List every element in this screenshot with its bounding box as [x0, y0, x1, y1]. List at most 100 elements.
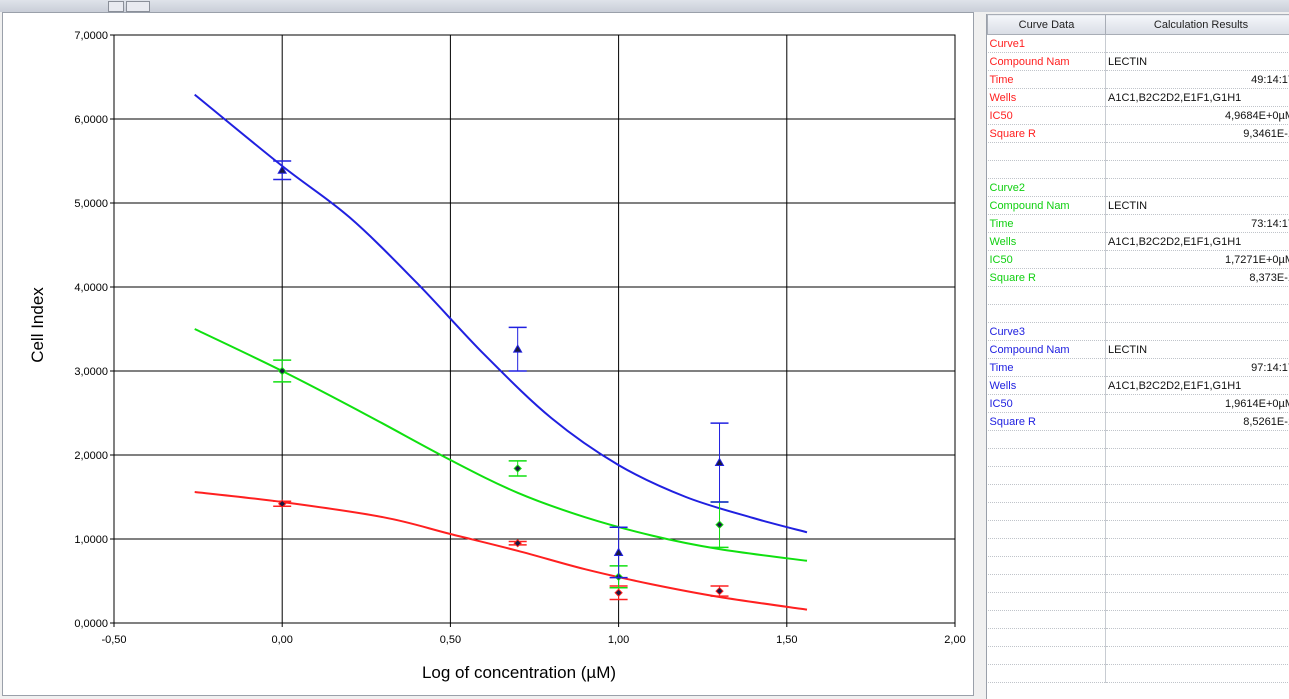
results-row[interactable]	[987, 286, 1289, 305]
results-row[interactable]: Compound Nam LECTIN	[987, 52, 1289, 71]
results-row[interactable]	[987, 628, 1289, 647]
results-value-cell: 1,9614E+0µM	[1105, 394, 1289, 413]
results-value-cell	[1105, 466, 1289, 485]
fit-curves	[194, 93, 808, 611]
results-row[interactable]	[987, 304, 1289, 323]
results-label-cell	[987, 502, 1106, 521]
results-row[interactable]: Wells A1C1,B2C2D2,E1F1,G1H1	[987, 88, 1289, 107]
results-row[interactable]: Curve1	[987, 34, 1289, 53]
fit-curve-curve1	[194, 491, 808, 611]
results-row[interactable]: IC50 4,9684E+0µM	[987, 106, 1289, 125]
results-value-cell	[1105, 304, 1289, 323]
chart-panel: -0,50 0,00 0,50 1,00 1,50 2,00 0,0000 1,0000 2,0…	[2, 12, 974, 696]
results-value-cell	[1105, 430, 1289, 449]
results-value-cell	[1105, 628, 1289, 647]
results-row[interactable]	[987, 646, 1289, 665]
results-value-cell: 8,373E-1	[1105, 268, 1289, 287]
results-label-cell: Compound Nam	[987, 196, 1106, 215]
results-value-cell	[1105, 538, 1289, 557]
fit-curve-curve3	[194, 93, 808, 534]
results-value-cell	[1105, 664, 1289, 683]
results-row[interactable]: Wells A1C1,B2C2D2,E1F1,G1H1	[987, 232, 1289, 251]
results-row[interactable]	[987, 574, 1289, 593]
results-row[interactable]	[987, 538, 1289, 557]
results-label-cell: IC50	[987, 106, 1106, 125]
results-row[interactable]	[987, 430, 1289, 449]
results-row[interactable]: Square R 9,3461E-1	[987, 124, 1289, 143]
x-axis-title: Log of concentration (µM)	[422, 663, 616, 682]
column-header-calculation-results[interactable]: Calculation Results	[1105, 14, 1289, 35]
plot-area	[113, 34, 956, 624]
results-label-cell: Curve3	[987, 322, 1106, 341]
results-row[interactable]: Square R8,373E-1	[987, 268, 1289, 287]
window-toolbar-strip	[0, 0, 1289, 12]
data-point-curve3	[512, 344, 523, 353]
results-row[interactable]: Wells A1C1,B2C2D2,E1F1,G1H1	[987, 376, 1289, 395]
results-row[interactable]	[987, 160, 1289, 179]
results-label-cell: IC50	[987, 250, 1106, 269]
data-point-curve2	[277, 366, 287, 376]
x-tick-label: 0,00	[271, 634, 292, 646]
results-label-cell	[987, 286, 1106, 305]
y-tick-label: 5,0000	[74, 198, 108, 210]
results-value-cell	[1105, 592, 1289, 611]
results-row[interactable]: Compound Nam LECTIN	[987, 196, 1289, 215]
results-value-cell: 97:14:17	[1105, 358, 1289, 377]
results-label-cell	[987, 304, 1106, 323]
toolbar-button[interactable]	[126, 1, 150, 12]
results-value-cell	[1105, 178, 1289, 197]
results-label-cell: Compound Nam	[987, 52, 1106, 71]
data-points	[273, 160, 729, 601]
y-tick-label: 6,0000	[74, 114, 108, 126]
y-tick-label: 7,0000	[74, 30, 108, 42]
results-row[interactable]: IC50 1,7271E+0µM	[987, 250, 1289, 269]
toolbar-button[interactable]	[108, 1, 124, 12]
results-value-cell: LECTIN	[1105, 196, 1289, 215]
results-row[interactable]	[987, 448, 1289, 467]
results-label-cell: Curve2	[987, 178, 1106, 197]
results-row[interactable]	[987, 610, 1289, 629]
results-label-cell	[987, 646, 1106, 665]
data-point-curve3	[613, 547, 624, 556]
results-row[interactable]	[987, 664, 1289, 683]
results-label-cell	[987, 574, 1106, 593]
results-label-cell	[987, 466, 1106, 485]
results-row[interactable]	[987, 466, 1289, 485]
data-point-curve3	[277, 165, 288, 174]
results-row[interactable]	[987, 142, 1289, 161]
results-label-cell: Time	[987, 358, 1106, 377]
results-label-cell: IC50	[987, 394, 1106, 413]
results-label-cell	[987, 160, 1106, 179]
results-row[interactable]: Square R 8,5261E-1	[987, 412, 1289, 431]
results-row[interactable]: Curve2	[987, 178, 1289, 197]
results-row[interactable]: Curve3	[987, 322, 1289, 341]
data-point-curve1	[513, 538, 522, 548]
results-row[interactable]	[987, 556, 1289, 575]
results-row[interactable]	[987, 502, 1289, 521]
results-row[interactable]: IC50 1,9614E+0µM	[987, 394, 1289, 413]
results-value-cell	[1105, 574, 1289, 593]
results-row[interactable]	[987, 592, 1289, 611]
results-label-cell	[987, 538, 1106, 557]
results-row[interactable]	[987, 520, 1289, 539]
results-label-cell	[987, 556, 1106, 575]
column-header-curve-data[interactable]: Curve Data	[987, 14, 1106, 35]
calculation-results-panel: Curve Data Calculation Results Curve1 Com…	[986, 14, 1289, 699]
results-value-cell: 9,3461E-1	[1105, 124, 1289, 143]
y-axis-title: Cell Index	[28, 287, 47, 363]
results-label-cell: Time	[987, 70, 1106, 89]
data-point-curve1	[277, 499, 287, 508]
results-value-cell: 73:14:17	[1105, 214, 1289, 233]
results-label-cell	[987, 610, 1106, 629]
results-value-cell: 4,9684E+0µM	[1105, 106, 1289, 125]
results-label-cell: Square R	[987, 268, 1106, 287]
results-row[interactable]	[987, 484, 1289, 503]
results-value-cell	[1105, 646, 1289, 665]
results-row[interactable]: Compound Nam LECTIN	[987, 340, 1289, 359]
results-value-cell: A1C1,B2C2D2,E1F1,G1H1	[1105, 232, 1289, 251]
x-tick-label: 0,50	[440, 634, 461, 646]
results-value-cell: 49:14:17	[1105, 70, 1289, 89]
